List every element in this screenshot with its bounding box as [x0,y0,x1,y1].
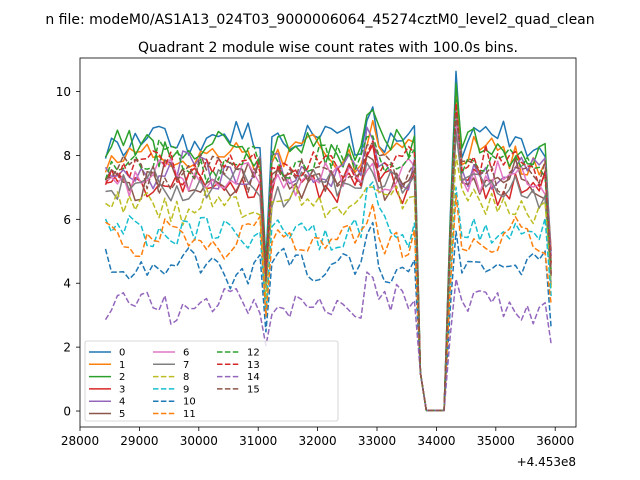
legend-label-6: 6 [183,348,189,359]
series-line-14 [104,271,552,412]
series-line-2 [104,82,552,412]
series-line-11 [105,194,552,412]
x-tick-label: 30000 [180,434,218,448]
plot-area: 28000 29000 30000 31000 32000 33000 34000 35000… [56,57,577,469]
x-tick-label: 28000 [61,434,99,448]
series-line-15 [105,114,552,412]
legend-label-11: 11 [183,409,196,420]
x-tick-label: 29000 [120,434,158,448]
axes-frame [79,57,577,428]
y-tick-label: 6 [63,213,71,227]
legend-label-14: 14 [247,372,260,383]
series-line-8 [105,154,552,412]
legend-label-12: 12 [247,348,260,359]
series-line-9 [104,181,552,412]
x-tick-label: 36000 [536,434,574,448]
x-axis: 28000 29000 30000 31000 32000 33000 34000 35000… [61,427,574,448]
legend-label-7: 7 [183,360,189,371]
series-line-7 [105,130,552,412]
y-tick-label: 4 [63,277,71,291]
chart-title: Quadrant 2 module wise count rates with … [138,40,518,56]
y-axis: 0 2 4 6 8 10 [56,85,80,419]
legend-label-5: 5 [119,409,125,420]
legend-label-3: 3 [119,384,125,395]
x-tick-label: 34000 [417,434,455,448]
y-tick-label: 8 [63,149,71,163]
figure-suptitle: n file: modeM0/AS1A13_024T03_9000006064_… [45,12,594,28]
series-line-5 [104,122,552,412]
legend-label-0: 0 [119,348,125,359]
legend-label-9: 9 [183,384,189,395]
legend-label-13: 13 [247,360,260,371]
legend-label-10: 10 [183,397,196,408]
legend-label-15: 15 [247,384,260,395]
legend-label-1: 1 [119,360,125,371]
legend-frame [84,340,339,422]
legend-label-8: 8 [183,372,189,383]
legend-label-4: 4 [119,397,125,408]
series-line-10 [104,221,552,412]
x-axis-offset-label: +4.453e8 [517,455,576,469]
x-tick-label: 31000 [239,434,277,448]
legend-label-2: 2 [119,372,125,383]
series-line-0 [104,70,552,412]
x-tick-label: 35000 [477,434,515,448]
series-layer [104,70,552,412]
y-tick-label: 0 [63,405,71,419]
y-tick-label: 10 [56,85,71,99]
x-tick-label: 32000 [299,434,337,448]
series-line-13 [104,102,552,412]
y-tick-label: 2 [63,341,71,355]
x-tick-label: 33000 [358,434,396,448]
